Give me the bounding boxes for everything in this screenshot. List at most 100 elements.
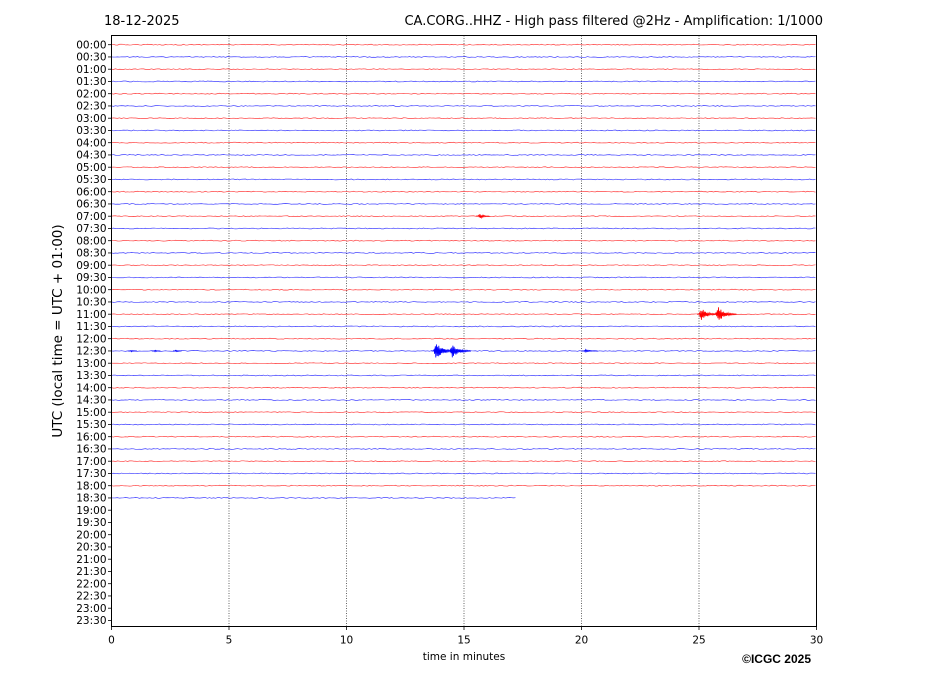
seismic-event (447, 345, 472, 358)
y-tick-label: 15:00 (76, 407, 106, 419)
y-tick-label: 00:30 (76, 52, 106, 64)
trace-line (111, 484, 816, 487)
trace-line (111, 460, 816, 463)
y-tick-label: 04:00 (76, 137, 106, 149)
trace-line (111, 80, 816, 83)
trace-line (111, 362, 816, 365)
y-tick-label: 03:00 (76, 113, 106, 125)
seismic-event (173, 349, 182, 353)
y-tick-label: 14:00 (76, 382, 106, 394)
y-tick-label: 07:30 (76, 223, 106, 235)
y-tick-label: 11:30 (76, 321, 106, 333)
y-tick-label: 04:30 (76, 150, 106, 162)
y-tick-label: 05:00 (76, 162, 106, 174)
y-tick-label: 23:30 (76, 615, 106, 627)
y-tick-label: 09:30 (76, 272, 106, 284)
y-tick-label: 16:30 (76, 444, 106, 456)
y-tick-label: 20:30 (76, 542, 106, 554)
date-label: 18-12-2025 (104, 14, 180, 29)
seismic-event (476, 213, 490, 220)
trace-line (111, 227, 816, 230)
trace-line (111, 203, 816, 205)
y-tick-label: 19:30 (76, 517, 106, 529)
trace-line (111, 68, 816, 71)
trace-line (111, 105, 816, 107)
y-tick-label: 08:30 (76, 248, 106, 260)
x-tick-label: 20 (575, 635, 588, 647)
y-tick-label: 21:30 (76, 566, 106, 578)
x-tick-label: 25 (692, 635, 705, 647)
x-axis: 0 5 10 15 20 25 30 (108, 626, 823, 647)
x-tick-label: 15 (457, 635, 470, 647)
x-tick-label: 5 (226, 635, 233, 647)
trace-line (111, 386, 816, 389)
copyright: ©ICGC 2025 (742, 652, 811, 666)
trace-line (111, 129, 816, 132)
seismic-event (581, 348, 598, 354)
y-tick-label: 17:30 (76, 468, 106, 480)
seismic-event (713, 307, 737, 320)
trace-line (111, 141, 816, 144)
y-tick-label: 18:00 (76, 480, 106, 492)
trace-line (111, 411, 816, 414)
trace-line (111, 92, 816, 95)
event-layer (128, 213, 737, 358)
trace-line (111, 190, 816, 193)
trace-line (111, 117, 816, 120)
x-tick-label: 10 (340, 635, 353, 647)
trace-line (111, 423, 816, 426)
x-tick-label: 0 (108, 635, 115, 647)
trace-line (111, 264, 816, 267)
plot-area (111, 35, 817, 627)
y-tick-label: 06:30 (76, 199, 106, 211)
y-tick-label: 14:30 (76, 395, 106, 407)
trace-line (111, 154, 816, 156)
trace-line (111, 43, 816, 46)
trace-line (111, 374, 816, 377)
y-tick-label: 18:30 (76, 493, 106, 505)
y-tick-label: 10:00 (76, 284, 106, 296)
grid-layer (228, 35, 700, 627)
trace-line (111, 252, 816, 254)
seismic-event (151, 349, 161, 353)
trace-line (111, 325, 816, 328)
y-tick-label: 10:30 (76, 297, 106, 309)
trace-line (111, 399, 816, 401)
y-tick-label: 12:00 (76, 333, 106, 345)
x-axis-label: time in minutes (423, 651, 505, 663)
trace-line (111, 337, 816, 340)
y-tick-label: 19:00 (76, 505, 106, 517)
y-tick-label: 12:30 (76, 346, 106, 358)
y-tick-label: 20:00 (76, 529, 106, 541)
trace-line (111, 435, 816, 438)
y-tick-label: 02:00 (76, 88, 106, 100)
y-tick-label: 07:00 (76, 211, 106, 223)
trace-line (111, 56, 816, 58)
y-axis-label: UTC (local time = UTC + 01:00) (50, 224, 66, 437)
y-tick-label: 00:00 (76, 39, 106, 51)
y-tick-label: 22:30 (76, 591, 106, 603)
y-tick-label: 13:00 (76, 358, 106, 370)
trace-line (111, 288, 816, 291)
y-tick-label: 23:00 (76, 603, 106, 615)
trace-line (111, 448, 816, 450)
chart-title: CA.CORG..HHZ - High pass filtered @2Hz -… (404, 14, 823, 29)
trace-line (111, 472, 816, 475)
y-tick-label: 15:30 (76, 419, 106, 431)
trace-line (111, 497, 516, 499)
y-tick-label: 09:00 (76, 260, 106, 272)
y-tick-label: 13:30 (76, 370, 106, 382)
trace-layer (111, 43, 816, 499)
x-tick-label: 30 (810, 635, 823, 647)
trace-line (111, 215, 816, 218)
y-tick-label: 06:00 (76, 186, 106, 198)
y-tick-label: 05:30 (76, 174, 106, 186)
trace-line (111, 178, 816, 181)
y-tick-label: 01:00 (76, 64, 106, 76)
trace-line (111, 166, 816, 169)
y-tick-label: 11:00 (76, 309, 106, 321)
trace-line (111, 276, 816, 279)
y-tick-label: 03:30 (76, 125, 106, 137)
